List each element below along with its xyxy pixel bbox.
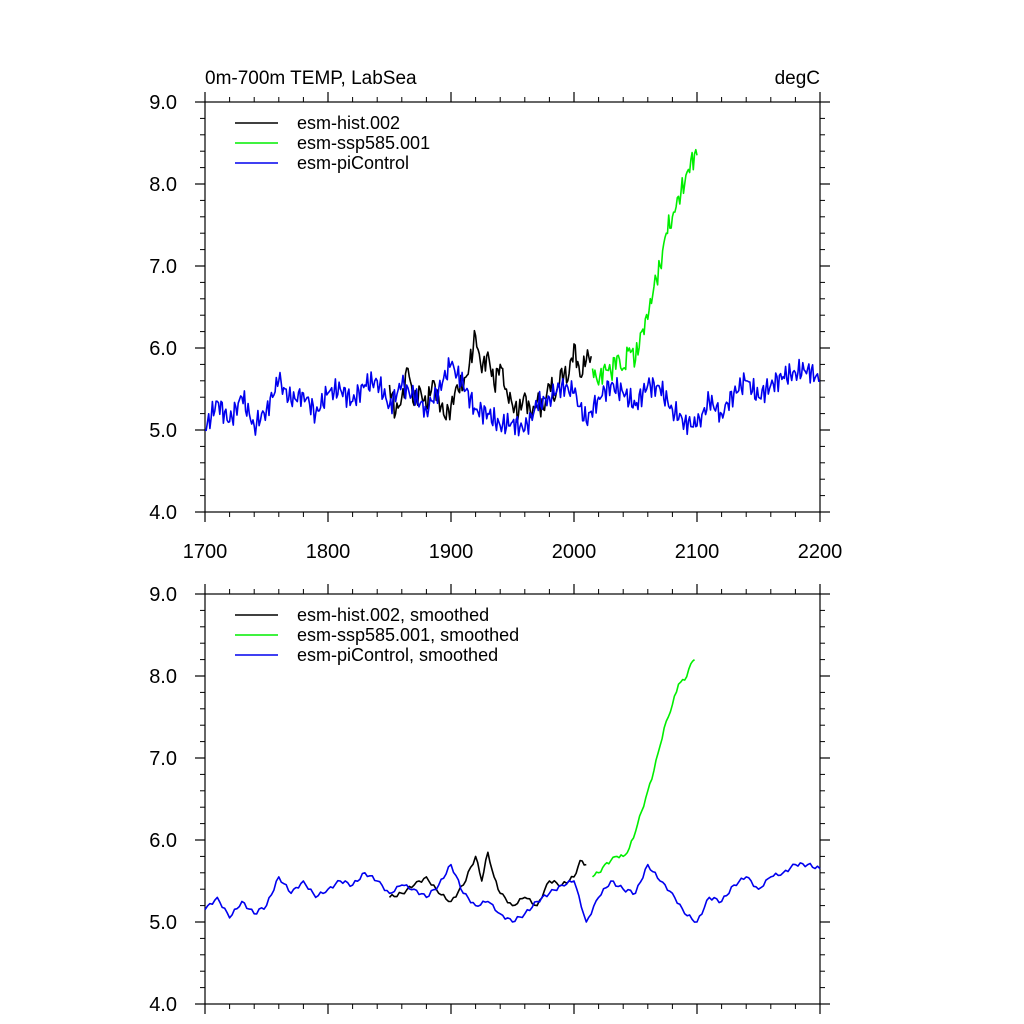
y-tick-label: 6.0 bbox=[149, 830, 177, 852]
series-lines-top bbox=[204, 148, 821, 437]
y-tick-label: 4.0 bbox=[149, 502, 177, 524]
y-tick-label: 9.0 bbox=[149, 92, 177, 114]
plot-area-bottom bbox=[204, 593, 821, 1005]
y-tick-label: 6.0 bbox=[149, 338, 177, 360]
x-tick-label: 2000 bbox=[552, 541, 597, 563]
chart-title: 0m-700m TEMP, LabSea bbox=[205, 68, 417, 89]
y-tick-label: 7.0 bbox=[149, 748, 177, 770]
series-line-esm-hist-002-smoothed bbox=[388, 851, 587, 907]
x-tick-label: 1700 bbox=[183, 541, 228, 563]
legend-label: esm-hist.002, smoothed bbox=[297, 605, 489, 625]
x-tick-label: 2100 bbox=[675, 541, 720, 563]
legend-label: esm-hist.002 bbox=[297, 113, 400, 133]
legend-label: esm-piControl, smoothed bbox=[297, 645, 498, 665]
y-tick-label: 5.0 bbox=[149, 420, 177, 442]
legend-label: esm-ssp585.001, smoothed bbox=[297, 625, 519, 645]
series-line-esm-ssp585-001 bbox=[591, 148, 698, 386]
x-tick-label: 1800 bbox=[306, 541, 351, 563]
y-tick-label: 5.0 bbox=[149, 912, 177, 934]
y-tick-label: 8.0 bbox=[149, 666, 177, 688]
plot-area-top bbox=[204, 101, 821, 513]
legend-label: esm-piControl bbox=[297, 153, 409, 173]
legend-label: esm-ssp585.001 bbox=[297, 133, 430, 153]
y-tick-label: 4.0 bbox=[149, 994, 177, 1016]
x-tick-label: 1900 bbox=[429, 541, 474, 563]
series-lines-bottom bbox=[204, 658, 821, 923]
panel-bottom: 4.0 5.0 6.0 7.0 8.0 9.0 esm-hist.002, smoothe… bbox=[149, 584, 830, 1016]
y-tick-label: 7.0 bbox=[149, 256, 177, 278]
series-line-esm-ssp585-001-smoothed bbox=[591, 658, 696, 878]
panel-top: 0m-700m TEMP, LabSea degC 4.0 5.0 6.0 7.0 8.… bbox=[149, 68, 842, 563]
y-tick-label: 8.0 bbox=[149, 174, 177, 196]
series-line-esm-picontrol bbox=[204, 357, 821, 437]
y-tick-label: 9.0 bbox=[149, 584, 177, 606]
x-tick-label: 2200 bbox=[798, 541, 843, 563]
axis-ticks-top: 4.0 5.0 6.0 7.0 8.0 9.0 1700 1800 1900 2000 2100 22… bbox=[149, 92, 842, 563]
units-label: degC bbox=[775, 68, 820, 89]
axis-ticks-bottom: 4.0 5.0 6.0 7.0 8.0 9.0 bbox=[149, 584, 830, 1016]
series-line-esm-picontrol-smoothed bbox=[204, 862, 821, 923]
